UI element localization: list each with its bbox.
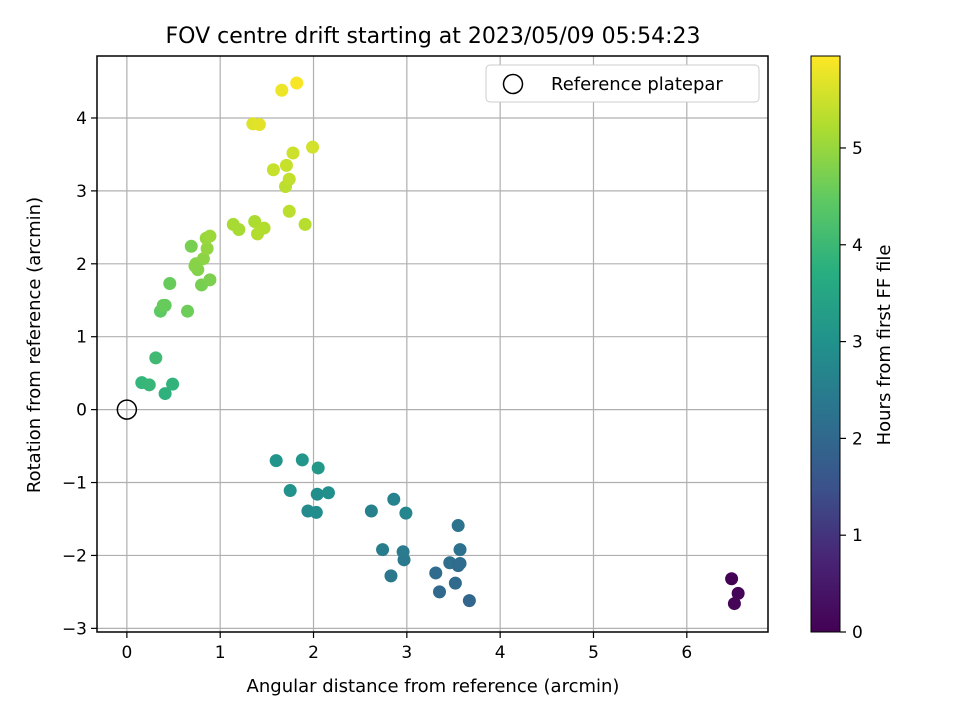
- x-axis-label: Angular distance from reference (arcmin): [247, 676, 620, 697]
- data-point: [181, 304, 195, 318]
- data-point: [429, 566, 443, 580]
- data-point: [387, 492, 401, 506]
- data-point: [725, 572, 739, 586]
- reference-point-marker: [116, 399, 138, 420]
- y-tick-label: 3: [76, 182, 87, 202]
- colorbar-ticks: 0 1 2 3 4 5: [840, 139, 863, 643]
- plot-frame: [96, 55, 769, 633]
- data-point: [252, 118, 266, 132]
- data-point: [321, 486, 335, 500]
- data-point: [158, 387, 172, 401]
- data-point: [384, 569, 398, 583]
- colorbar-tick-label: 0: [852, 623, 863, 643]
- y-axis-ticks: −3 −2 −1 0 1 2 3 4: [62, 109, 97, 639]
- data-point: [184, 239, 198, 253]
- data-point: [279, 158, 293, 172]
- x-tick-label: 1: [215, 643, 226, 663]
- colorbar-tick-label: 1: [852, 526, 863, 546]
- y-tick-label: 2: [76, 255, 87, 275]
- data-point: [727, 597, 741, 611]
- data-point: [203, 229, 217, 243]
- legend-box: [485, 64, 760, 103]
- data-point: [163, 276, 177, 290]
- x-tick-label: 6: [681, 643, 692, 663]
- legend: Reference platepar: [485, 64, 760, 103]
- data-point: [311, 461, 325, 475]
- data-point: [731, 586, 745, 600]
- colorbar-tick-label: 2: [852, 429, 863, 449]
- legend-label-reference: Reference platepar: [551, 74, 723, 95]
- x-tick-label: 3: [401, 643, 412, 663]
- data-point: [149, 351, 163, 365]
- data-point: [275, 83, 289, 97]
- data-point: [448, 576, 462, 590]
- data-point: [290, 76, 304, 90]
- data-point: [203, 273, 217, 287]
- chart-title: FOV centre drift starting at 2023/05/09 …: [166, 24, 701, 49]
- data-point: [432, 585, 446, 599]
- y-axis-label: Rotation from reference (arcmin): [24, 197, 45, 493]
- data-point: [248, 215, 262, 229]
- data-point: [396, 545, 410, 559]
- data-points: [135, 76, 745, 611]
- x-tick-label: 5: [588, 643, 599, 663]
- data-point: [200, 241, 214, 255]
- data-point: [282, 172, 296, 186]
- data-point: [309, 505, 323, 519]
- data-point: [269, 454, 283, 468]
- data-point: [232, 223, 246, 237]
- colorbar: [810, 55, 841, 633]
- data-point: [453, 556, 467, 570]
- y-tick-label: −2: [62, 546, 87, 566]
- data-point: [282, 204, 296, 218]
- data-point: [399, 506, 413, 520]
- legend-marker-reference: [502, 73, 524, 95]
- data-point: [298, 217, 312, 231]
- data-point: [156, 298, 170, 312]
- data-point: [451, 519, 465, 533]
- data-point: [142, 378, 156, 392]
- data-point: [283, 484, 297, 498]
- data-point: [306, 140, 320, 154]
- y-tick-label: −3: [62, 619, 87, 639]
- y-tick-label: 4: [76, 109, 87, 129]
- x-tick-label: 2: [308, 643, 319, 663]
- x-axis-ticks: 0 1 2 3 4 5 6: [121, 632, 692, 663]
- x-tick-label: 4: [495, 643, 506, 663]
- colorbar-tick-label: 5: [852, 139, 863, 159]
- data-point: [266, 163, 280, 177]
- y-tick-label: 0: [76, 401, 87, 421]
- grid-lines: [97, 56, 768, 632]
- x-tick-label: 0: [121, 643, 132, 663]
- colorbar-tick-label: 4: [852, 236, 863, 256]
- data-point: [188, 259, 202, 273]
- data-point: [251, 227, 265, 241]
- data-point: [295, 453, 309, 467]
- y-tick-label: −1: [62, 474, 87, 494]
- colorbar-label: Hours from first FF file: [874, 245, 895, 446]
- data-point: [166, 377, 180, 391]
- data-point: [364, 504, 378, 518]
- data-point: [286, 146, 300, 160]
- reference-layer: [116, 399, 138, 420]
- data-point: [196, 252, 210, 266]
- data-point: [462, 594, 476, 608]
- colorbar-tick-label: 3: [852, 333, 863, 353]
- data-point: [310, 487, 324, 501]
- data-point: [376, 543, 390, 557]
- data-point: [453, 543, 467, 557]
- y-tick-label: 1: [76, 328, 87, 348]
